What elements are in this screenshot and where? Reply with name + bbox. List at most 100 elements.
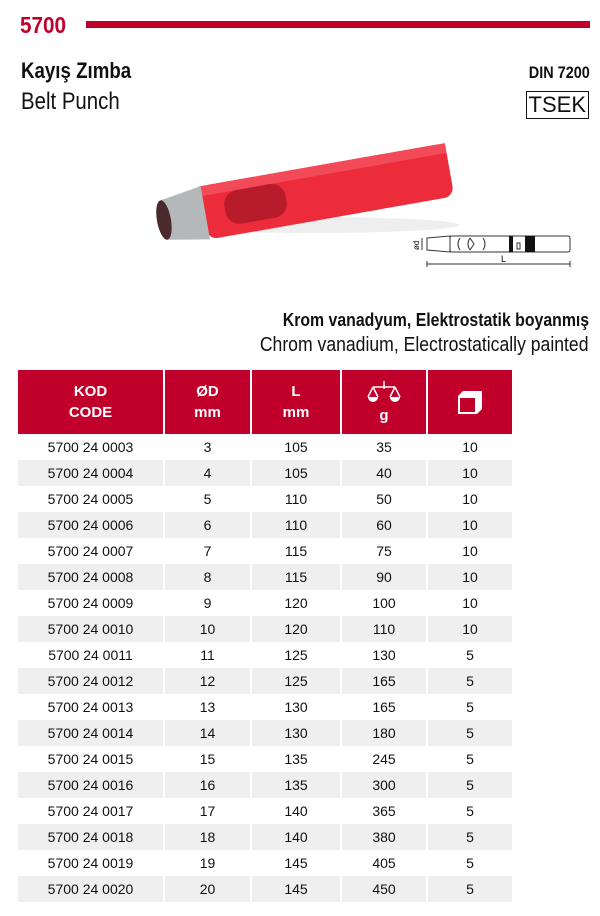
cell-length: 110 bbox=[250, 512, 341, 538]
cell-code: 5700 24 0004 bbox=[18, 460, 164, 486]
cell-weight: 35 bbox=[340, 434, 427, 460]
cell-code: 5700 24 0006 bbox=[18, 512, 164, 538]
col-package bbox=[426, 370, 512, 434]
cell-code: 5700 24 0008 bbox=[18, 564, 164, 590]
cell-diameter: 6 bbox=[163, 512, 251, 538]
cell-code: 5700 24 0009 bbox=[47, 595, 134, 611]
cell-package-qty: 10 bbox=[426, 460, 512, 486]
cell-length: 140 bbox=[250, 798, 341, 824]
col-weight: g bbox=[340, 370, 427, 434]
cell-length: 130 bbox=[250, 720, 341, 746]
cell-diameter: 4 bbox=[163, 460, 251, 486]
cell-package-qty: 5 bbox=[426, 642, 512, 668]
table-row: 5700 24 0007 7 115 75 10 bbox=[18, 538, 512, 564]
cell-weight: 405 bbox=[340, 850, 427, 876]
table-row: 5700 24 0020 20 145 450 5 bbox=[18, 876, 512, 902]
cell-diameter: 12 bbox=[163, 668, 251, 694]
cell-package-qty: 5 bbox=[426, 668, 512, 694]
cell-package-qty: 10 bbox=[426, 538, 512, 564]
cell-diameter: 20 bbox=[163, 876, 251, 902]
cell-diameter: 10 bbox=[163, 616, 251, 642]
cell-weight: 300 bbox=[340, 772, 427, 798]
table-row: 5700 24 0011 11 125 130 5 bbox=[18, 642, 512, 668]
cell-length: 115 bbox=[250, 538, 341, 564]
cell-package-qty: 5 bbox=[426, 694, 512, 720]
technical-drawing: ød L bbox=[412, 235, 571, 267]
cell-diameter: 14 bbox=[163, 720, 251, 746]
col-diameter-unit: mm bbox=[194, 404, 221, 421]
cell-weight: 165 bbox=[340, 694, 427, 720]
cell-length: 140 bbox=[250, 824, 341, 850]
cell-diameter: 18 bbox=[163, 824, 251, 850]
cell-code: 5700 24 0005 bbox=[47, 491, 134, 507]
cell-length: 120 bbox=[250, 590, 341, 616]
cell-length: 130 bbox=[250, 694, 341, 720]
cell-package-qty: 5 bbox=[426, 876, 512, 902]
box-icon bbox=[458, 391, 482, 414]
table-row: 5700 24 0006 6 110 60 10 bbox=[18, 512, 512, 538]
cell-code: 5700 24 0007 bbox=[47, 543, 134, 559]
table-row: 5700 24 0009 9 120 100 10 bbox=[18, 590, 512, 616]
cell-length: 105 bbox=[250, 434, 341, 460]
dim-d-label: ød bbox=[412, 241, 421, 250]
cell-code: 5700 24 0019 bbox=[47, 855, 134, 871]
cell-length: 120 bbox=[250, 616, 341, 642]
cell-code: 5700 24 0018 bbox=[18, 824, 164, 850]
table-row: 5700 24 0019 19 145 405 5 bbox=[18, 850, 512, 876]
col-code-en: CODE bbox=[68, 404, 113, 421]
table-row: 5700 24 0017 17 140 365 5 bbox=[18, 798, 512, 824]
col-diameter-label: ØD bbox=[196, 383, 219, 400]
cell-weight: 450 bbox=[340, 876, 427, 902]
col-weight-unit: g bbox=[379, 406, 389, 424]
col-code-tr: KOD bbox=[73, 383, 108, 400]
cell-diameter: 15 bbox=[163, 746, 251, 772]
cell-code: 5700 24 0013 bbox=[47, 699, 134, 715]
cell-length: 125 bbox=[250, 642, 341, 668]
cell-diameter: 5 bbox=[163, 486, 251, 512]
cell-diameter: 13 bbox=[163, 694, 251, 720]
cell-code: 5700 24 0014 bbox=[18, 720, 164, 746]
cell-diameter: 9 bbox=[163, 590, 251, 616]
cell-weight: 60 bbox=[340, 512, 427, 538]
cell-package-qty: 5 bbox=[426, 850, 512, 876]
cell-code: 5700 24 0012 bbox=[18, 668, 164, 694]
table-row: 5700 24 0003 3 105 35 10 bbox=[18, 434, 512, 460]
material-english: Chrom vanadium, Electrostatically painte… bbox=[260, 334, 589, 356]
cell-diameter: 16 bbox=[163, 772, 251, 798]
cert-badge: TSEK bbox=[525, 91, 589, 119]
cell-weight: 165 bbox=[340, 668, 427, 694]
cell-diameter: 11 bbox=[163, 642, 251, 668]
table-row: 5700 24 0004 4 105 40 10 bbox=[18, 460, 512, 486]
table-row: 5700 24 0015 15 135 245 5 bbox=[18, 746, 512, 772]
dim-l-label: L bbox=[501, 254, 506, 264]
cell-diameter: 7 bbox=[163, 538, 251, 564]
table-row: 5700 24 0010 10 120 110 10 bbox=[18, 616, 512, 642]
cell-diameter: 17 bbox=[163, 798, 251, 824]
cell-code: 5700 24 0003 bbox=[47, 439, 134, 455]
table-row: 5700 24 0014 14 130 180 5 bbox=[18, 720, 512, 746]
cell-weight: 380 bbox=[340, 824, 427, 850]
cell-package-qty: 5 bbox=[426, 746, 512, 772]
cell-length: 145 bbox=[250, 850, 341, 876]
cell-package-qty: 5 bbox=[426, 772, 512, 798]
col-code: KOD CODE bbox=[18, 370, 164, 434]
cell-weight: 110 bbox=[340, 616, 427, 642]
table-row: 5700 24 0018 18 140 380 5 bbox=[18, 824, 512, 850]
cell-diameter: 3 bbox=[163, 434, 251, 460]
cell-package-qty: 10 bbox=[426, 616, 512, 642]
cell-weight: 180 bbox=[340, 720, 427, 746]
cell-code: 5700 24 0017 bbox=[47, 803, 134, 819]
cell-weight: 40 bbox=[340, 460, 427, 486]
cell-length: 105 bbox=[250, 460, 341, 486]
cell-weight: 50 bbox=[340, 486, 427, 512]
table-row: 5700 24 0012 12 125 165 5 bbox=[18, 668, 512, 694]
cell-diameter: 19 bbox=[163, 850, 251, 876]
cell-weight: 100 bbox=[340, 590, 427, 616]
title-english: Belt Punch bbox=[21, 88, 120, 115]
cell-length: 135 bbox=[250, 772, 341, 798]
product-image bbox=[156, 143, 460, 240]
standard-label: DIN 7200 bbox=[528, 63, 590, 82]
